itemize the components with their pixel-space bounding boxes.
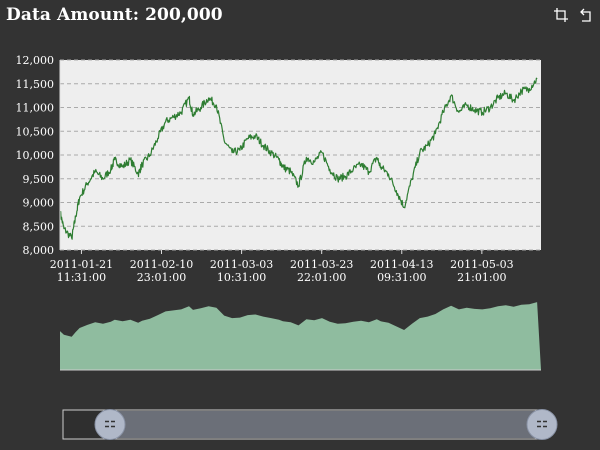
x-tick-label-date: 2011-02-10 bbox=[130, 258, 193, 271]
slider-handle-knob bbox=[94, 409, 126, 440]
x-tick-label-time: 09:31:00 bbox=[377, 271, 426, 284]
x-tick-label-date: 2011-01-21 bbox=[50, 258, 113, 271]
x-tick-label-time: 11:31:00 bbox=[57, 271, 106, 284]
y-tick-label: 10,000 bbox=[16, 149, 55, 162]
overview-area bbox=[60, 302, 541, 370]
y-tick-label: 8,000 bbox=[23, 244, 55, 257]
y-tick-label: 9,500 bbox=[23, 173, 55, 186]
chart-title: Data Amount: 200,000 bbox=[6, 5, 223, 25]
y-tick-label: 11,000 bbox=[16, 102, 55, 115]
y-tick-label: 11,500 bbox=[16, 78, 55, 91]
slider-handle-start[interactable] bbox=[94, 409, 126, 440]
y-tick-label: 8,500 bbox=[23, 220, 55, 233]
slider-handle-end[interactable] bbox=[526, 409, 558, 440]
slider-handle-knob bbox=[526, 409, 558, 440]
plot-area bbox=[59, 77, 538, 240]
x-tick-label-date: 2011-03-03 bbox=[210, 258, 273, 271]
y-tick-label: 9,000 bbox=[23, 197, 55, 210]
x-tick-label-time: 21:01:00 bbox=[457, 271, 506, 284]
x-tick-label-date: 2011-04-13 bbox=[370, 258, 433, 271]
y-tick-label: 10,500 bbox=[16, 125, 55, 138]
x-tick-label-time: 22:01:00 bbox=[297, 271, 346, 284]
y-tick-label: 12,000 bbox=[16, 54, 55, 67]
series-line bbox=[59, 77, 538, 240]
zoom-reset-icon[interactable] bbox=[578, 7, 594, 23]
slider-selected-range bbox=[110, 411, 542, 438]
x-tick-label-time: 10:31:00 bbox=[217, 271, 266, 284]
x-tick-label-time: 23:01:00 bbox=[137, 271, 186, 284]
x-tick-label-date: 2011-03-23 bbox=[290, 258, 353, 271]
data-zoom-slider bbox=[62, 409, 558, 440]
grid-lines bbox=[60, 59, 541, 251]
data-zoom-overview bbox=[60, 302, 541, 371]
x-tick-label-date: 2011-05-03 bbox=[450, 258, 513, 271]
y-axis: 8,000 8,500 9,000 9,500 10,000 10,500 11,000 11… bbox=[16, 54, 61, 257]
data-zoom-icon[interactable] bbox=[553, 7, 569, 23]
